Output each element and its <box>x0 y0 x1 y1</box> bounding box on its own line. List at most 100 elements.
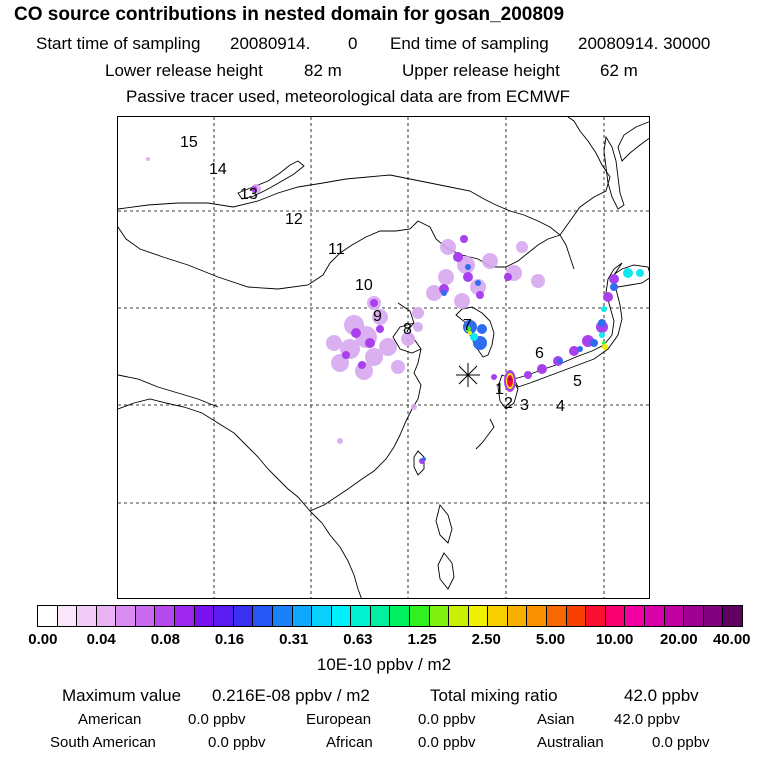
colorbar-cell <box>409 606 430 626</box>
max-value-label: Maximum value <box>62 686 182 705</box>
colorbar-cell <box>429 606 450 626</box>
region-name: European <box>306 711 372 728</box>
colorbar-cell <box>488 606 508 626</box>
russia-mongolia-border <box>118 174 561 236</box>
colorbar-cell <box>684 606 704 626</box>
sakhalin <box>603 135 625 210</box>
colorbar-cell <box>644 606 665 626</box>
total-mixing-label: Total mixing ratio <box>430 686 558 705</box>
colorbar-cell <box>664 606 685 626</box>
lower-release-value: 82 m <box>304 61 342 80</box>
region-name: Australian <box>537 734 604 751</box>
grid-lines <box>118 117 649 598</box>
region-value: 0.0 ppbv <box>418 711 476 728</box>
colorbar-cell <box>155 606 176 626</box>
colorbar-cell <box>331 606 352 626</box>
trajectory-label-3: 3 <box>520 397 529 414</box>
colorbar-tick-label: 10.00 <box>595 631 634 648</box>
colorbar-cell <box>586 606 606 626</box>
colorbar-tick-label: 0.00 <box>28 631 58 648</box>
region-name: South American <box>50 734 156 751</box>
colorbar-cell <box>449 606 469 626</box>
trajectory-label-6: 6 <box>535 345 544 362</box>
colorbar-cell <box>625 606 645 626</box>
upper-release-label: Upper release height <box>402 61 560 80</box>
start-time-label: Start time of sampling <box>36 34 201 53</box>
colorbar-tick-label: 0.04 <box>86 631 116 648</box>
plot-title: CO source contributions in nested domain… <box>14 4 565 25</box>
colorbar-cell <box>370 606 391 626</box>
max-value: 0.216E-08 ppbv / m2 <box>212 686 370 705</box>
region-name: African <box>326 734 373 751</box>
trajectory-label-4: 4 <box>556 398 565 415</box>
colorbar-cell <box>77 606 97 626</box>
trajectory-label-14: 14 <box>209 161 227 178</box>
colorbar-cell <box>253 606 273 626</box>
total-mixing-value: 42.0 ppbv <box>624 686 699 705</box>
upper-release-value: 62 m <box>600 61 638 80</box>
colorbar-cell <box>233 606 254 626</box>
coastlines-and-borders <box>118 117 649 598</box>
colorbar-cell <box>292 606 313 626</box>
trajectory-label-10: 10 <box>355 277 373 294</box>
himalaya-border <box>118 374 219 408</box>
colorbar-cell <box>57 606 78 626</box>
colorbar-cell <box>390 606 410 626</box>
hotspot-kyushu <box>504 370 516 392</box>
colorbar-cell <box>312 606 332 626</box>
colorbar-tick-label: 1.25 <box>407 631 437 648</box>
colorbar-cell <box>38 606 58 626</box>
colorbar-cell <box>468 606 489 626</box>
southwest-china-border <box>118 398 311 512</box>
colorbar-cell <box>116 606 136 626</box>
colorbar-tick-label: 0.63 <box>343 631 373 648</box>
colorbar-cell <box>96 606 117 626</box>
start-time-hour: 0 <box>348 34 358 53</box>
colorbar-cell <box>175 606 195 626</box>
trajectory-label-11: 11 <box>328 241 345 258</box>
trajectory-label-5: 5 <box>573 373 582 390</box>
end-time-value: 20080914. 30000 <box>578 34 711 53</box>
map-canvas <box>118 117 649 598</box>
source-contribution-field <box>146 157 644 464</box>
trajectory-label-1: 1 <box>495 381 504 398</box>
colorbar-cell <box>214 606 234 626</box>
colorbar-cell <box>723 606 742 626</box>
lower-release-label: Lower release height <box>105 61 263 80</box>
trajectory-label-8: 8 <box>403 321 412 338</box>
bohai-gulf <box>392 322 422 354</box>
trajectory-label-15: 15 <box>180 134 198 151</box>
korean-peninsula <box>455 306 495 358</box>
region-value: 42.0 ppbv <box>614 711 680 728</box>
indochina-coast <box>309 510 362 598</box>
russia-far-east-coast <box>559 117 611 236</box>
colorbar-unit: 10E-10 ppbv / m2 <box>316 655 452 674</box>
colorbar-cell <box>527 606 548 626</box>
trajectory-label-12: 12 <box>285 211 303 228</box>
colorbar-cell <box>272 606 293 626</box>
colorbar-tick-label: 5.00 <box>535 631 566 648</box>
map-panel: 1 2 3 4 5 6 7 8 9 10 11 12 13 14 15 <box>117 116 650 599</box>
region-value: 0.0 ppbv <box>208 734 266 751</box>
tracer-note: Passive tracer used, meteorological data… <box>126 87 571 106</box>
region-value: 0.0 ppbv <box>418 734 476 751</box>
china-mongolia-border <box>118 220 419 290</box>
colorbar-tick-label: 0.16 <box>214 631 245 648</box>
colorbar-cell <box>703 606 724 626</box>
colorbar-cell <box>194 606 215 626</box>
colorbar-cell <box>351 606 371 626</box>
kamchatka-coast <box>617 121 649 162</box>
philippines-north <box>435 504 453 544</box>
start-time-value: 20080914. <box>230 34 311 53</box>
colorbar-cell <box>566 606 587 626</box>
end-time-label: End time of sampling <box>390 34 549 53</box>
colorbar-tick-label: 40.00 <box>712 631 751 648</box>
colorbar-cell <box>135 606 156 626</box>
colorbar-tick-label: 20.00 <box>660 631 698 648</box>
colorbar-tick-label: 0.08 <box>150 631 180 648</box>
trajectory-label-9: 9 <box>373 308 382 325</box>
colorbar-cell <box>547 606 567 626</box>
region-name: Asian <box>537 711 575 728</box>
colorbar-cell <box>507 606 528 626</box>
trajectory-label-7: 7 <box>463 317 472 334</box>
